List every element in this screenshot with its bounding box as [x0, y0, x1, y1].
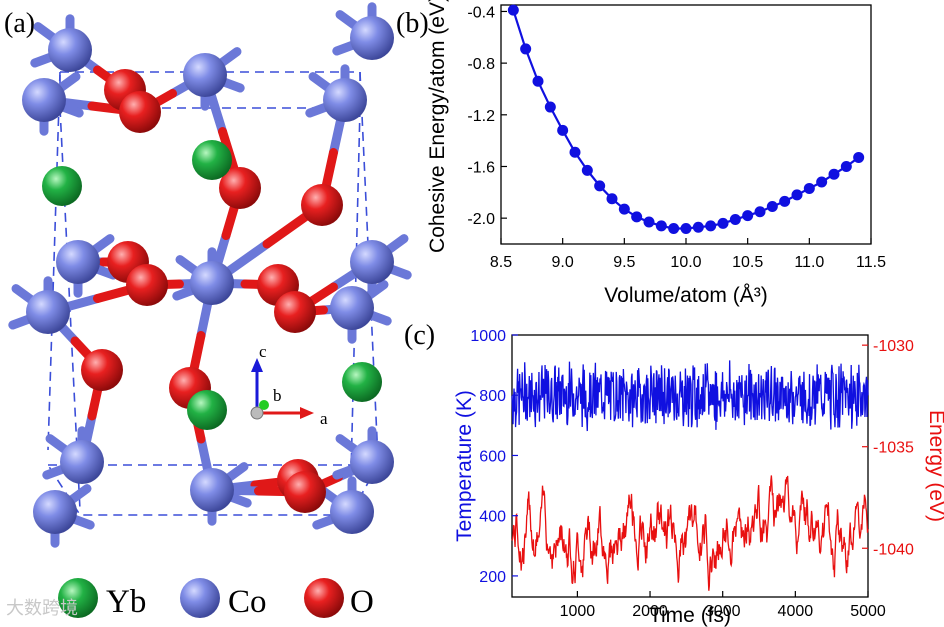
chart-b-y-tick-label: -0.8	[467, 56, 495, 73]
panel-b: (b) 8.5 9.0 9.5 10.0 10.5 11.0 11.5 -0.4 -0.8 -1…	[396, 0, 886, 307]
chart-b-point	[803, 182, 815, 194]
chart-b-point	[816, 176, 828, 188]
o-legend-label: O	[350, 584, 374, 620]
panel-b-label: (b)	[396, 8, 429, 39]
chart-c-y-tick-label-left: 600	[479, 448, 506, 465]
chart-c-temperature-line	[511, 360, 869, 432]
chart-b-point	[532, 75, 544, 87]
chart-b-point	[779, 195, 791, 207]
atom-legend: Yb Co O	[58, 578, 374, 620]
chart-b-point	[705, 220, 717, 232]
chart-b-point	[853, 151, 865, 163]
panel-c-label: (c)	[404, 320, 435, 351]
chart-b-point	[766, 201, 778, 213]
chart-c-y-tick-label-right: -1030	[873, 338, 914, 355]
chart-b-y-axis-label: Cohesive Energy/atom (eV)	[426, 0, 449, 253]
chart-b-x-ticks: 8.5 9.0 9.5 10.0 10.5 11.0 11.5	[490, 238, 886, 271]
chart-b-point	[680, 222, 692, 234]
chart-b-point	[840, 160, 852, 172]
chart-c-x-tick-label: 3000	[705, 603, 741, 620]
chart-b-point	[520, 43, 532, 55]
chart-b-point	[742, 210, 754, 222]
chart-c-x-tick-label: 5000	[850, 603, 886, 620]
axis-c-label: c	[259, 342, 267, 361]
yb-legend-swatch	[58, 578, 98, 618]
chart-b-point	[507, 4, 519, 16]
chart-c-y-ticks-left: 200 400 600 800 1000	[470, 328, 518, 586]
panel-c: (c) 1000 2000 3000 4000 5000 200 400 600 800 100…	[404, 320, 944, 627]
chart-b-y-ticks: -0.4 -0.8 -1.2 -1.6 -2.0	[467, 4, 507, 228]
co-legend-swatch	[180, 578, 220, 618]
chart-b-point	[828, 168, 840, 180]
chart-c-x-axis-label: Time (fs)	[649, 604, 731, 627]
panel-a: (a) c b a Yb Co	[4, 2, 412, 620]
chart-b-frame	[500, 4, 872, 245]
chart-c-frame	[511, 334, 869, 598]
chart-c-x-tick-label: 2000	[632, 603, 668, 620]
chart-b-point	[581, 164, 593, 176]
chart-b-point	[668, 222, 680, 234]
chart-b-x-tick-label: 10.5	[732, 254, 763, 271]
chart-c-y-axis-label-left: Temperature (K)	[453, 390, 476, 542]
chart-b-x-tick-label: 11.0	[794, 254, 824, 271]
yb-legend-label: Yb	[106, 584, 146, 620]
chart-b-point	[557, 124, 569, 136]
o-legend-swatch	[304, 578, 344, 618]
co-legend-label: Co	[228, 584, 267, 620]
chart-b-x-tick-label: 10.0	[670, 254, 701, 271]
chart-b-point	[594, 180, 606, 192]
orientation-axes: c b a	[250, 342, 328, 428]
chart-c-x-tick-label: 4000	[778, 603, 814, 620]
chart-b-y-tick-label: -1.2	[467, 108, 495, 125]
axis-a-label: a	[320, 409, 328, 428]
chart-b-x-tick-label: 9.5	[613, 254, 635, 271]
chart-b-y-tick-label: -1.6	[467, 159, 495, 176]
chart-b-series	[507, 4, 865, 234]
chart-b-y-tick-label: -0.4	[467, 4, 495, 21]
chart-c-y-tick-label-right: -1040	[873, 541, 914, 558]
chart-c-y-tick-label-left: 400	[479, 509, 506, 526]
chart-c-series	[511, 360, 869, 591]
chart-c-y-tick-label-left: 1000	[470, 328, 506, 345]
chart-b-point	[631, 211, 643, 223]
chart-b-x-tick-label: 8.5	[490, 254, 512, 271]
chart-c-y-tick-label-left: 800	[479, 388, 506, 405]
chart-c-x-ticks: 1000 2000 3000 4000 5000	[560, 591, 886, 620]
watermark: 大数跨境	[6, 598, 78, 618]
chart-b-point	[717, 217, 729, 229]
crystal-structure	[8, 2, 412, 548]
chart-b-point	[754, 206, 766, 218]
chart-c-y-tick-label-left: 200	[479, 569, 506, 586]
chart-c-energy-line	[511, 475, 869, 591]
chart-c-y-ticks-right: -1030 -1035 -1040	[862, 338, 914, 558]
chart-c-y-tick-label-right: -1035	[873, 440, 914, 457]
chart-b-point	[729, 213, 741, 225]
chart-c-x-tick-label: 1000	[560, 603, 596, 620]
chart-b-point	[569, 146, 581, 158]
chart-b-point	[655, 220, 667, 232]
chart-b-x-tick-label: 11.5	[856, 254, 886, 271]
chart-b-point	[618, 203, 630, 215]
chart-b-point	[606, 193, 618, 205]
chart-b-line	[512, 9, 860, 230]
panel-a-label: (a)	[4, 8, 35, 39]
chart-c-y-axis-label-right: Energy (eV)	[925, 410, 944, 522]
chart-b-point	[692, 221, 704, 233]
chart-b-x-axis-label: Volume/atom (Å³)	[604, 284, 767, 307]
chart-b-point	[791, 189, 803, 201]
chart-b-point	[544, 101, 556, 113]
chart-b-y-tick-label: -2.0	[467, 211, 495, 228]
chart-b-x-tick-label: 9.0	[552, 254, 574, 271]
chart-b-point	[643, 216, 655, 228]
axis-b-label: b	[273, 386, 282, 405]
